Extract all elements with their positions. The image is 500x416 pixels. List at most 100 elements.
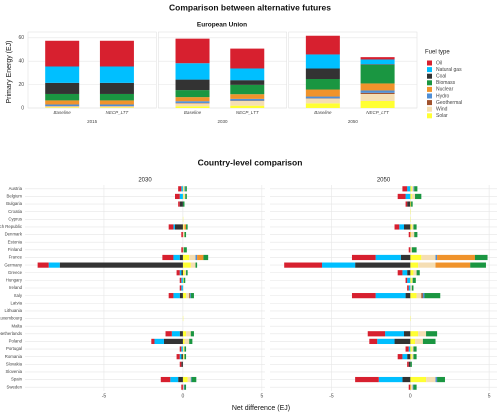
y-tick-label: Slovakia — [6, 361, 23, 366]
bar-segment — [405, 293, 411, 299]
bar-segment — [184, 338, 190, 345]
bar-segment — [99, 82, 134, 94]
bar-segment — [413, 354, 417, 360]
bar-segment — [378, 376, 403, 383]
bar-segment — [182, 270, 185, 276]
bar-segment — [189, 338, 193, 345]
y-tick-label: 60 — [18, 35, 24, 41]
bar-segment — [418, 331, 427, 337]
bar-segment — [182, 376, 188, 383]
bar-segment — [184, 384, 187, 390]
bar-segment — [184, 186, 186, 192]
bar-segment — [182, 384, 184, 390]
legend-swatch — [427, 60, 432, 66]
bar-segment — [190, 262, 196, 268]
bar-segment — [186, 293, 190, 299]
bar-segment — [413, 270, 417, 276]
bar-segment — [179, 277, 182, 283]
bar-segment — [45, 104, 80, 107]
bar-segment — [369, 338, 378, 345]
bar-segment — [178, 376, 183, 383]
bar-segment — [182, 224, 184, 230]
bar-segment — [411, 384, 413, 390]
bar-segment — [190, 293, 191, 299]
bar-segment — [407, 354, 411, 360]
bar-segment — [375, 293, 406, 299]
bar-segment — [168, 224, 174, 230]
legend-label: Natural gas — [436, 67, 462, 73]
bar-segment — [407, 186, 411, 192]
bar-segment — [435, 254, 438, 261]
group-label: 2050 — [348, 119, 359, 124]
bar-segment — [305, 35, 340, 55]
y-tick-label: Sweden — [6, 384, 22, 389]
bar-segment — [426, 331, 438, 337]
bar-segment — [184, 224, 187, 230]
bar-segment — [45, 66, 80, 83]
facet-title: 2030 — [138, 178, 152, 184]
bar-segment — [351, 293, 376, 299]
bar-segment — [435, 376, 438, 383]
bar-segment — [405, 201, 408, 207]
bar-segment — [170, 376, 179, 383]
bar-segment — [182, 338, 185, 345]
x-tick-label: 0 — [182, 393, 185, 399]
bar-segment — [411, 224, 414, 230]
bar-segment — [410, 277, 412, 283]
legend-title: Fuel type — [425, 50, 450, 56]
bar-segment — [360, 57, 395, 60]
top-title: Comparison between alternative futures — [169, 2, 331, 12]
bar-segment — [179, 201, 183, 207]
legend-label: Geothermal — [436, 100, 462, 106]
bar-segment — [411, 285, 414, 291]
bar-segment — [186, 224, 188, 230]
bar-segment — [168, 293, 174, 299]
bar-segment — [182, 247, 184, 253]
bar-segment — [424, 293, 441, 299]
bar-segment — [182, 254, 190, 261]
bar-segment — [410, 231, 412, 238]
bar-segment — [410, 254, 422, 261]
bar-segment — [397, 354, 403, 360]
bar-segment — [407, 201, 411, 207]
bar-segment — [410, 384, 412, 390]
y-tick-label: Cyprus — [8, 216, 22, 221]
bar-segment — [410, 224, 412, 230]
y-tick-label: 20 — [18, 82, 24, 88]
bar-segment — [195, 254, 198, 261]
bar-segment — [163, 338, 183, 345]
bar-segment — [410, 270, 414, 276]
bar-segment — [183, 193, 186, 200]
bar-segment — [415, 338, 423, 345]
bar-segment — [181, 277, 183, 283]
bar-segment — [59, 262, 183, 268]
bar-segment — [411, 186, 414, 192]
bottom-title: Country-level comparison — [198, 157, 303, 167]
legend-swatch — [427, 67, 432, 73]
bar-segment — [99, 93, 134, 101]
bar-segment — [408, 384, 411, 390]
y-tick-label: Croatia — [8, 209, 22, 214]
bar-segment — [422, 293, 425, 299]
x-tick-label: Baseline — [314, 110, 332, 115]
bar-segment — [182, 285, 184, 291]
bar-segment — [45, 40, 80, 67]
bar-segment — [402, 376, 411, 383]
bar-segment — [410, 361, 412, 367]
bar-segment — [175, 97, 210, 102]
y-tick-label: Romania — [5, 354, 23, 359]
bar-segment — [405, 346, 409, 352]
bar-segment — [179, 346, 182, 352]
bar-segment — [402, 354, 408, 360]
bar-segment — [437, 376, 445, 383]
y-axis-title: Primary Energy (EJ) — [6, 40, 13, 103]
bar-segment — [351, 254, 376, 261]
bar-segment — [45, 100, 80, 105]
bar-segment — [183, 224, 185, 230]
bar-segment — [151, 338, 155, 345]
legend-swatch — [427, 80, 432, 86]
bar-segment — [411, 231, 415, 238]
bar-segment — [182, 201, 185, 207]
bar-segment — [182, 193, 184, 200]
bar-segment — [230, 94, 265, 99]
